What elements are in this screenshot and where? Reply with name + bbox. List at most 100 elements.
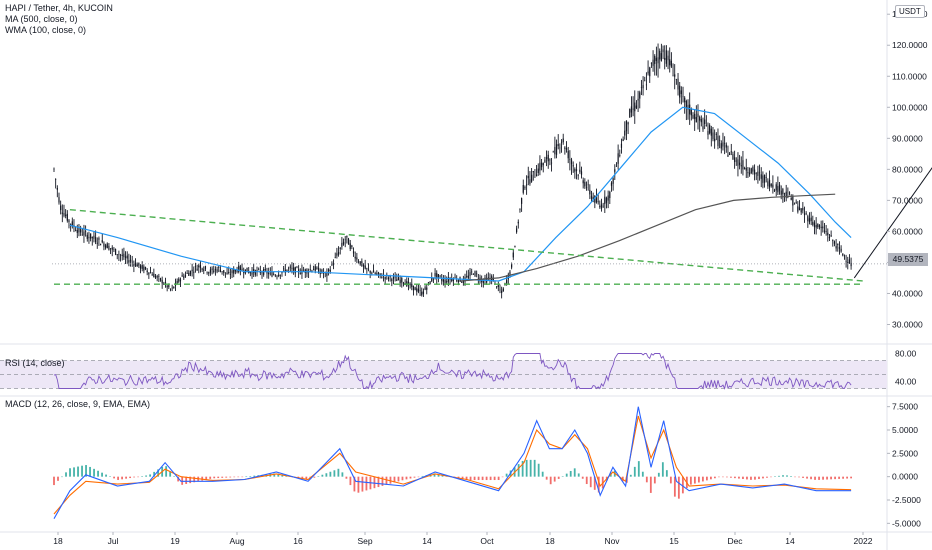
price-pane[interactable] [52,43,932,299]
time-tick-label: Aug [229,536,244,546]
macd-histogram-bar [481,476,484,481]
candle-body [339,247,341,249]
time-axis[interactable]: 18 Jul 19 Aug 16 Sep 14 Oct 18 Nov 15 Dec 14 2022 [53,532,873,546]
legend-ma500[interactable]: MA (500, close, 0) [5,14,78,24]
candle-body [812,221,814,225]
candle-body [719,139,721,141]
candle-body [238,265,240,272]
candle-body [359,261,361,265]
candle-body [554,147,556,155]
candle-body [497,285,499,287]
candle-body [649,67,651,77]
macd-histogram-bar [193,476,196,483]
candle-body [294,267,296,274]
candle-body [669,59,671,66]
projection-arrow [853,167,932,279]
candle-body [622,139,624,142]
macd-histogram-bar [321,474,324,477]
candle-body [517,221,519,224]
macd-histogram-bar [597,476,600,493]
candle-body [432,278,435,280]
candle-body [114,249,117,255]
candle-body [526,184,528,186]
candle-body [825,231,827,232]
candle-body [702,126,704,130]
time-tick-label: Nov [604,536,620,546]
candle-body [620,143,623,148]
candle-body [371,272,373,274]
macd-histogram-bar [553,476,556,482]
candle-body [394,276,396,278]
legend-symbol[interactable]: HAPI / Tether, 4h, KUCOIN [5,3,113,13]
candle-body [509,271,511,275]
macd-histogram-bar [521,460,524,477]
rsi-pane[interactable] [0,352,887,390]
candle-body [476,273,478,275]
candle-body [121,254,123,256]
candle-body [231,270,233,274]
candle-body [755,173,757,174]
candle-body [219,269,222,272]
candle-body [454,277,456,278]
macd-histogram-bar [437,474,440,477]
candle-body [194,266,197,267]
macd-histogram-bar [205,476,208,480]
candle-body [224,272,227,274]
macd-histogram-bar [653,476,656,484]
macd-histogram-bar [157,469,160,477]
candle-body [229,274,231,276]
candle-body [154,276,157,278]
candle-body [575,169,578,172]
candle-body [214,269,217,271]
candle-body [134,262,137,266]
candle-body [309,269,311,270]
candle-body [604,196,606,205]
macd-histogram-bar [217,476,220,479]
legend-wma100[interactable]: WMA (100, close, 0) [5,25,87,35]
macd-histogram-bar [385,476,388,485]
candle-body [103,243,105,247]
macd-histogram-bar [738,476,740,479]
candle-body [264,269,266,271]
candle-body [757,171,759,176]
candle-body [148,272,150,275]
macd-histogram-bar [165,466,168,477]
candle-body [717,135,719,146]
macd-histogram-bar [365,476,368,491]
candle-body [183,276,185,279]
candle-body [411,283,413,287]
candle-body [139,265,142,269]
candle-body [437,274,440,278]
candle-body [847,262,849,264]
candle-body [832,240,834,242]
macd-histogram-bar [497,476,500,481]
macd-histogram-bar [710,476,712,480]
currency-badge[interactable]: USDT [895,5,925,18]
candle-body [138,262,140,266]
macd-histogram-bar [277,473,280,477]
candle-body [650,62,653,64]
candle-body [299,273,301,274]
candle-body [642,85,644,89]
candle-body [580,171,583,175]
macd-histogram-bar [826,476,828,480]
candle-body [615,166,618,167]
candle-body [625,120,628,132]
macd-histogram-bar [633,466,636,477]
macd-histogram-bar [834,476,836,480]
candle-body [239,266,241,271]
macd-pane[interactable] [53,406,852,519]
candle-body [742,160,744,170]
macd-histogram-bar [249,476,252,477]
macd-histogram-bar [53,476,55,486]
candle-body [407,281,410,286]
legend-macd[interactable]: MACD (12, 26, close, 9, EMA, EMA) [5,399,151,409]
macd-histogram-bar [489,476,492,481]
last-price-tag: 49.5375 [888,253,928,266]
candle-body [770,183,772,187]
candle-body [65,214,67,216]
legend-rsi[interactable]: RSI (14, close) [5,358,65,368]
candle-body [434,273,436,277]
price-axis[interactable]: 130.0000120.0000110.0000100.000090.00008… [887,9,928,528]
